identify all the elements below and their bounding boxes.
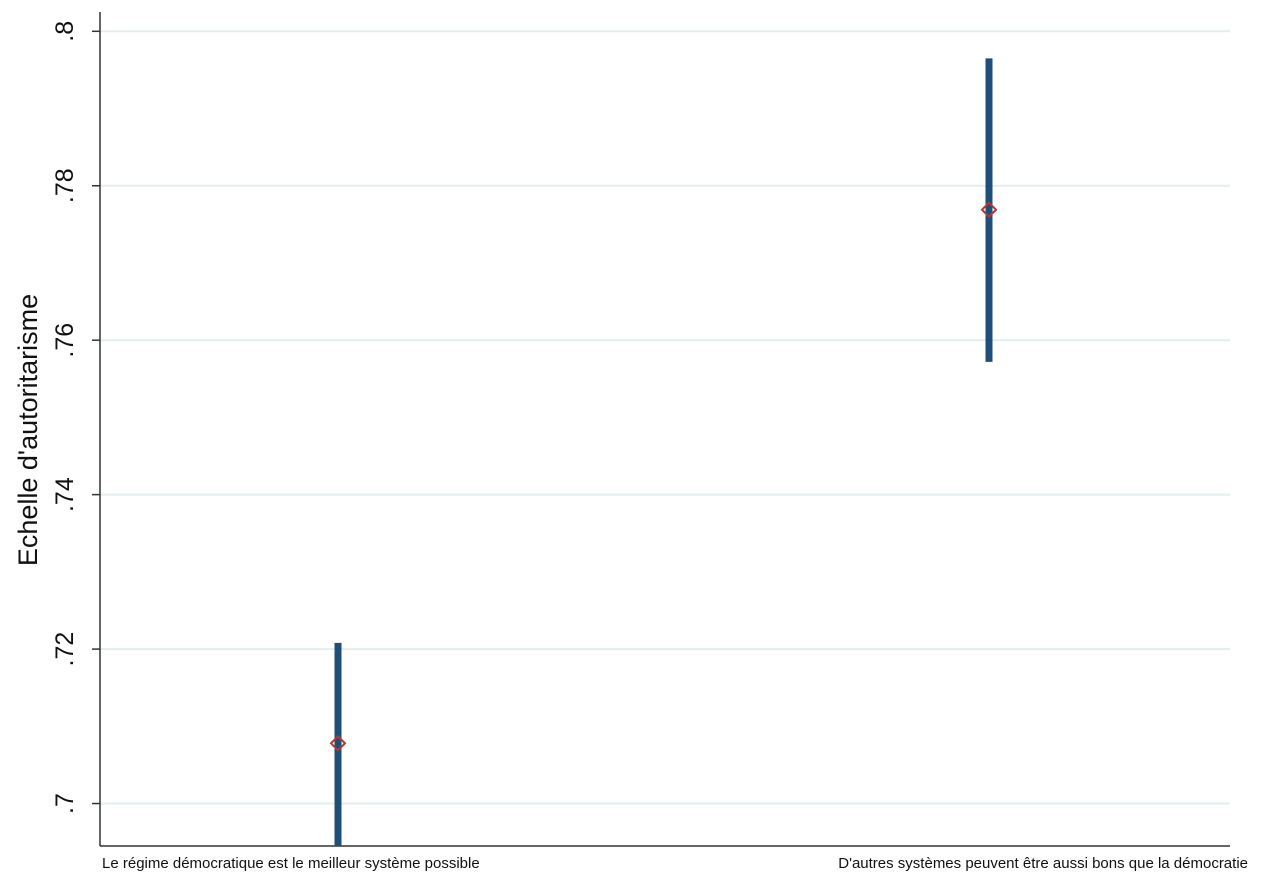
y-axis-title: Echelle d'autoritarisme xyxy=(13,294,43,566)
y-tick-label: .72 xyxy=(51,632,79,667)
point-estimates xyxy=(329,201,998,752)
x-category-label: Le régime démocratique est le meilleur s… xyxy=(102,855,480,872)
y-tick-label: .76 xyxy=(51,323,79,358)
grid-lines xyxy=(100,30,1230,805)
point-estimate-marker xyxy=(980,201,998,219)
confidence-intervals xyxy=(334,58,993,846)
y-tick-label: .8 xyxy=(51,21,79,42)
point-estimate-marker xyxy=(329,734,347,752)
y-tick-label: .74 xyxy=(51,477,79,512)
y-tick-label: .7 xyxy=(51,793,79,814)
y-tick-label: .78 xyxy=(51,168,79,203)
x-category-label: D'autres systèmes peuvent être aussi bon… xyxy=(838,855,1248,872)
x-category-labels: Le régime démocratique est le meilleur s… xyxy=(102,855,1248,872)
y-ticks: .7 .72 .74 .76 .78 .8 xyxy=(51,21,100,814)
